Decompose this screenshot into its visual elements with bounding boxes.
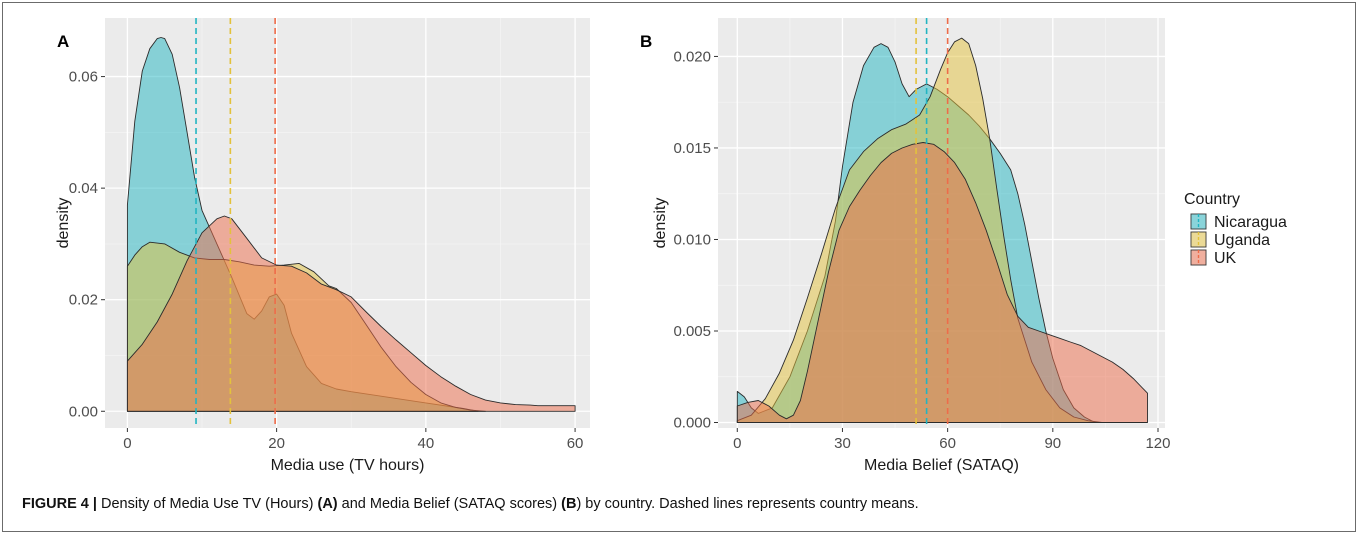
- x-tick-label: 40: [418, 435, 435, 452]
- x-tick-label: 120: [1145, 435, 1170, 452]
- caption-text-1: Density of Media Use TV (Hours): [96, 496, 318, 512]
- caption-panel-b: (B: [561, 496, 577, 512]
- y-tick-label: 0.010: [673, 231, 711, 248]
- panel-b: 0 30 60 90 120 0.000 0.005 0.010 0.015 0.020 Media…: [640, 18, 1171, 474]
- x-tick-label: 30: [834, 435, 851, 452]
- caption-text-3: ) by country. Dashed lines represents co…: [576, 496, 919, 512]
- legend-label-nicaragua: Nicaragua: [1214, 214, 1287, 231]
- x-axis-title: Media use (TV hours): [271, 457, 425, 474]
- legend-label-uk: UK: [1214, 250, 1237, 267]
- caption-text-2: and Media Belief (SATAQ scores): [337, 496, 562, 512]
- y-tick-label: 0.00: [69, 403, 98, 420]
- y-tick-label: 0.000: [673, 415, 711, 432]
- y-axis-title: density: [652, 198, 669, 249]
- y-tick-label: 0.04: [69, 180, 98, 197]
- y-tick-label: 0.015: [673, 140, 711, 157]
- figure-caption: FIGURE 4 | Density of Media Use TV (Hour…: [22, 496, 1342, 512]
- panel-a: 0 20 40 60 0.00 0.02 0.04 0.06 Media use (TV hou…: [55, 18, 590, 474]
- y-tick-label: 0.005: [673, 323, 711, 340]
- x-tick-label: 90: [1044, 435, 1061, 452]
- density-area-uk: [736, 142, 1148, 423]
- density-area-uk: [126, 215, 576, 412]
- y-tick-label: 0.06: [69, 69, 98, 86]
- y-tick-label: 0.02: [69, 292, 98, 309]
- caption-label: FIGURE 4 |: [22, 496, 97, 512]
- x-tick-label: 0: [733, 435, 741, 452]
- x-tick-label: 60: [567, 435, 584, 452]
- panel-letter: B: [640, 32, 652, 51]
- panel-letter: A: [57, 32, 69, 51]
- y-axis-title: density: [55, 198, 72, 249]
- x-tick-label: 0: [123, 435, 131, 452]
- y-tick-label: 0.020: [673, 48, 711, 65]
- legend-title: Country: [1184, 191, 1240, 208]
- x-axis-title: Media Belief (SATAQ): [864, 457, 1019, 474]
- legend-label-uganda: Uganda: [1214, 232, 1270, 249]
- caption-panel-a: (A): [317, 496, 338, 512]
- x-tick-label: 20: [268, 435, 285, 452]
- x-tick-label: 60: [939, 435, 956, 452]
